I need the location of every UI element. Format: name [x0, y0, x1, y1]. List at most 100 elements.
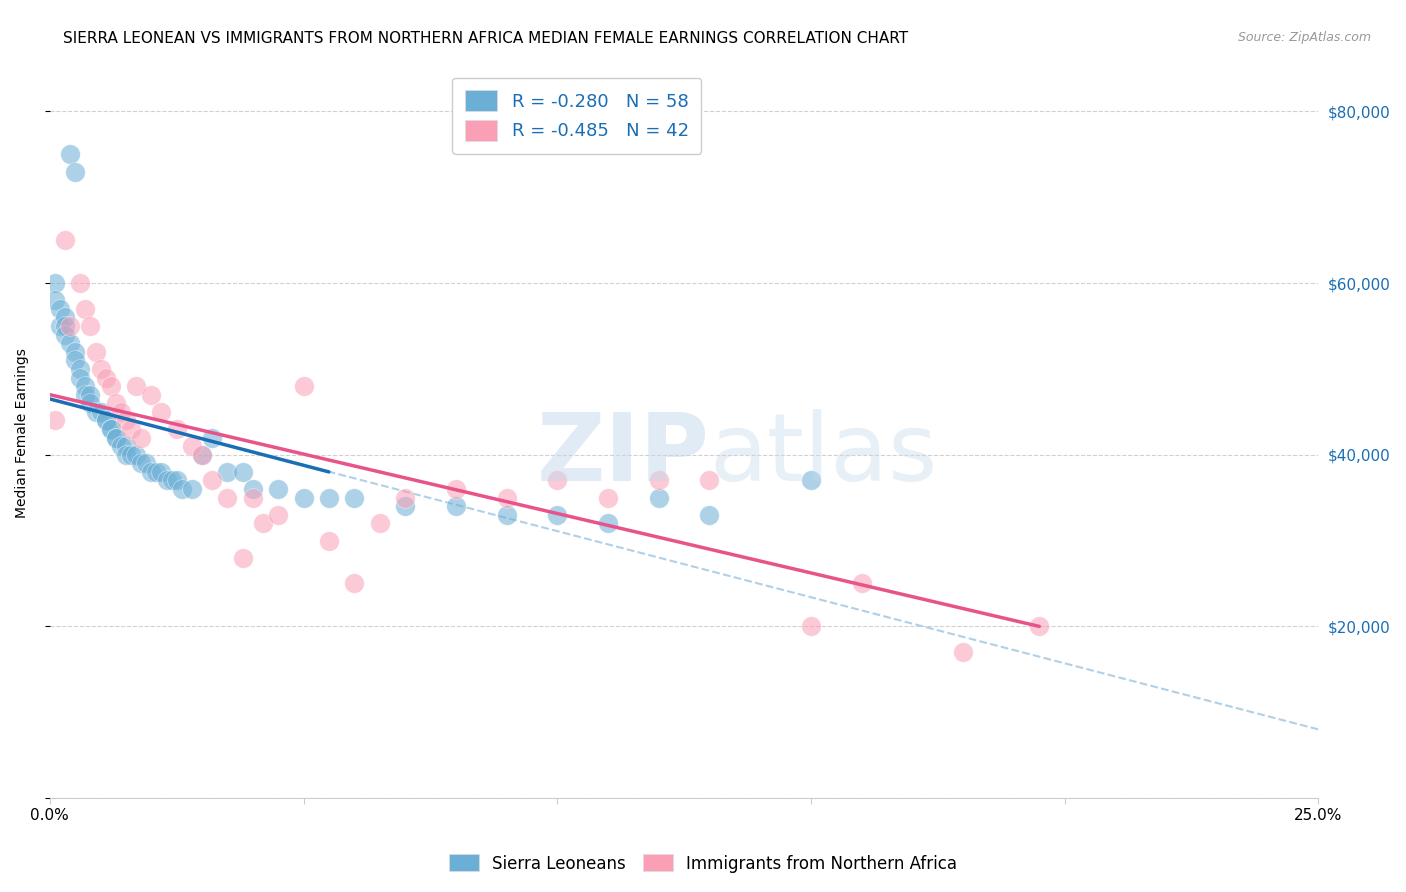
- Point: [104, 431, 127, 445]
- Point: [53, 310, 76, 325]
- Point: [166, 474, 188, 488]
- Point: [217, 491, 239, 505]
- Point: [217, 465, 239, 479]
- Point: [546, 508, 568, 522]
- Point: [94, 413, 117, 427]
- Point: [125, 448, 148, 462]
- Point: [100, 379, 122, 393]
- Point: [53, 233, 76, 247]
- Point: [232, 550, 254, 565]
- Point: [145, 465, 167, 479]
- Point: [63, 344, 86, 359]
- Point: [63, 164, 86, 178]
- Point: [191, 448, 214, 462]
- Point: [318, 491, 340, 505]
- Point: [84, 405, 107, 419]
- Point: [394, 491, 416, 505]
- Point: [150, 405, 173, 419]
- Point: [368, 516, 391, 531]
- Point: [115, 448, 138, 462]
- Point: [53, 327, 76, 342]
- Point: [150, 465, 173, 479]
- Point: [94, 413, 117, 427]
- Point: [129, 431, 152, 445]
- Point: [699, 474, 721, 488]
- Point: [110, 439, 132, 453]
- Legend: Sierra Leoneans, Immigrants from Northern Africa: Sierra Leoneans, Immigrants from Norther…: [443, 847, 963, 880]
- Point: [44, 293, 66, 308]
- Point: [79, 387, 101, 401]
- Point: [79, 318, 101, 333]
- Point: [49, 318, 72, 333]
- Point: [75, 379, 97, 393]
- Text: ZIP: ZIP: [537, 409, 710, 501]
- Point: [201, 431, 224, 445]
- Point: [59, 336, 82, 351]
- Point: [69, 362, 91, 376]
- Point: [141, 465, 163, 479]
- Point: [648, 474, 671, 488]
- Point: [69, 276, 91, 290]
- Point: [141, 387, 163, 401]
- Point: [84, 344, 107, 359]
- Point: [104, 396, 127, 410]
- Point: [69, 370, 91, 384]
- Point: [1028, 619, 1050, 633]
- Point: [135, 456, 157, 470]
- Point: [53, 318, 76, 333]
- Point: [155, 474, 177, 488]
- Point: [232, 465, 254, 479]
- Point: [699, 508, 721, 522]
- Point: [79, 396, 101, 410]
- Point: [952, 645, 974, 659]
- Point: [120, 448, 142, 462]
- Point: [800, 619, 823, 633]
- Point: [100, 422, 122, 436]
- Point: [100, 422, 122, 436]
- Point: [90, 405, 112, 419]
- Point: [242, 491, 264, 505]
- Point: [75, 387, 97, 401]
- Point: [63, 353, 86, 368]
- Point: [115, 413, 138, 427]
- Point: [120, 422, 142, 436]
- Point: [252, 516, 274, 531]
- Point: [201, 474, 224, 488]
- Point: [180, 482, 202, 496]
- Point: [160, 474, 183, 488]
- Point: [129, 456, 152, 470]
- Point: [49, 301, 72, 316]
- Point: [444, 482, 467, 496]
- Text: Source: ZipAtlas.com: Source: ZipAtlas.com: [1237, 31, 1371, 45]
- Point: [125, 379, 148, 393]
- Text: SIERRA LEONEAN VS IMMIGRANTS FROM NORTHERN AFRICA MEDIAN FEMALE EARNINGS CORRELA: SIERRA LEONEAN VS IMMIGRANTS FROM NORTHE…: [63, 31, 908, 46]
- Point: [546, 474, 568, 488]
- Point: [59, 318, 82, 333]
- Point: [166, 422, 188, 436]
- Point: [191, 448, 214, 462]
- Point: [267, 508, 290, 522]
- Point: [444, 500, 467, 514]
- Legend: R = -0.280   N = 58, R = -0.485   N = 42: R = -0.280 N = 58, R = -0.485 N = 42: [453, 78, 702, 153]
- Point: [59, 147, 82, 161]
- Point: [343, 576, 366, 591]
- Point: [596, 516, 619, 531]
- Point: [292, 491, 315, 505]
- Point: [180, 439, 202, 453]
- Point: [292, 379, 315, 393]
- Point: [495, 491, 517, 505]
- Point: [94, 370, 117, 384]
- Point: [800, 474, 823, 488]
- Point: [596, 491, 619, 505]
- Text: atlas: atlas: [710, 409, 938, 501]
- Point: [648, 491, 671, 505]
- Point: [44, 413, 66, 427]
- Y-axis label: Median Female Earnings: Median Female Earnings: [15, 349, 30, 518]
- Point: [170, 482, 193, 496]
- Point: [104, 431, 127, 445]
- Point: [343, 491, 366, 505]
- Point: [110, 405, 132, 419]
- Point: [495, 508, 517, 522]
- Point: [318, 533, 340, 548]
- Point: [242, 482, 264, 496]
